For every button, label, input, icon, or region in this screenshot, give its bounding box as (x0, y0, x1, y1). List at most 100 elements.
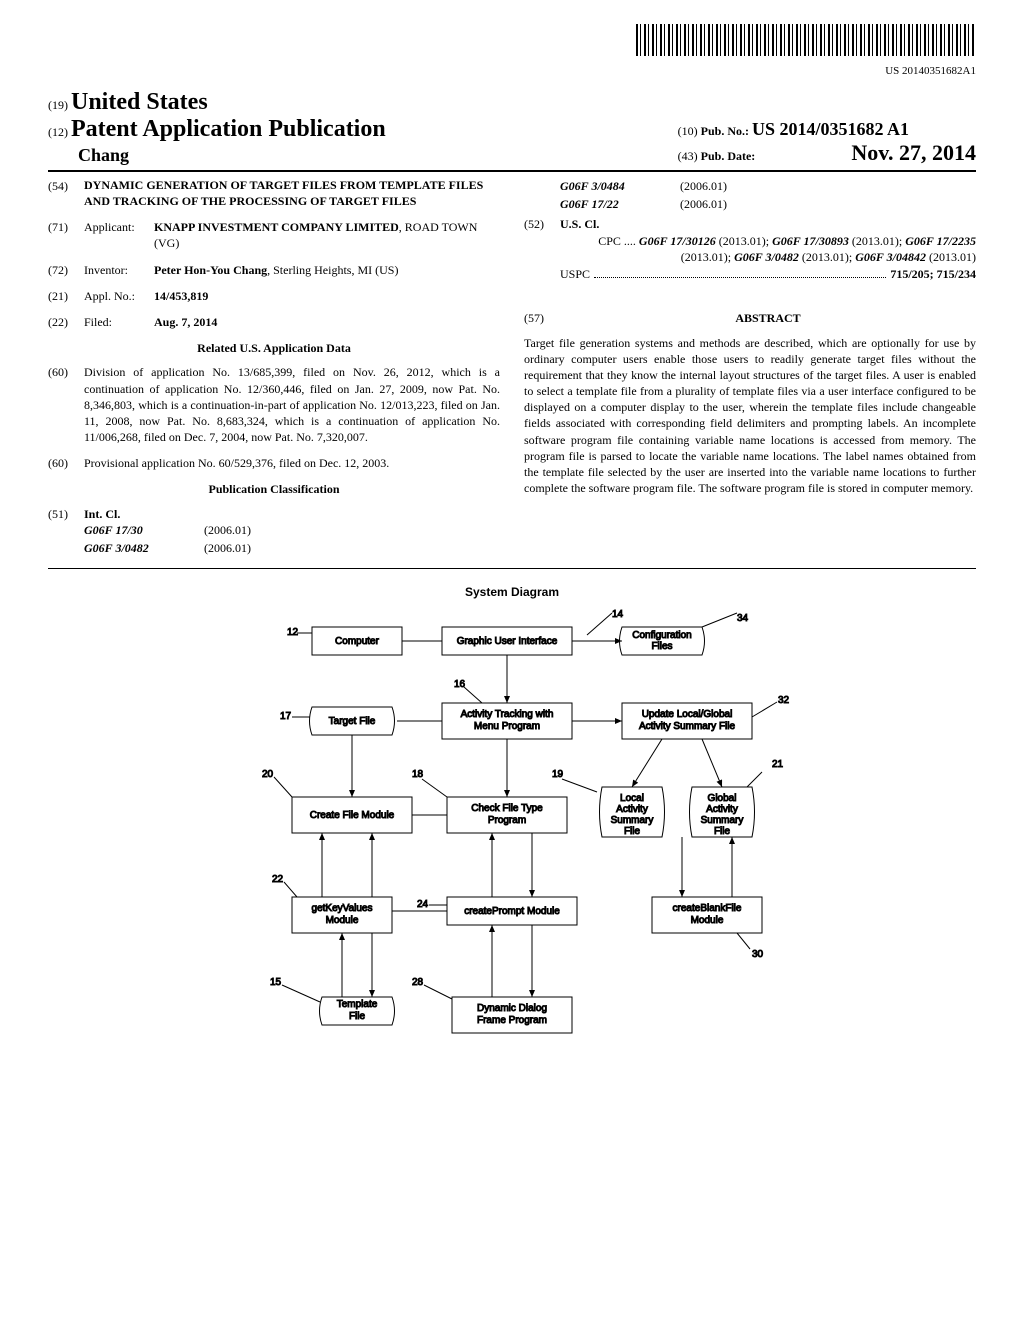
code-72: (72) (48, 262, 84, 278)
intcl-row-2: G06F 3/0484 (2006.01) (560, 178, 976, 194)
svg-text:Summary: Summary (701, 815, 744, 826)
uscl-label: U.S. Cl. (560, 217, 599, 231)
label-inventor: Inventor: (84, 262, 154, 278)
intcl-code-2: G06F 3/0484 (560, 178, 680, 194)
pub-no-value: US 2014/0351682 A1 (752, 119, 909, 139)
cpc-prefix: CPC .... (598, 234, 636, 248)
svg-text:14: 14 (612, 609, 624, 620)
uspc-row: USPC 715/205; 715/234 (560, 266, 976, 282)
svg-text:19: 19 (552, 769, 564, 780)
code-12: (12) (48, 125, 68, 139)
cpc-1y: (2013.01) (852, 234, 899, 248)
intcl-year-2: (2006.01) (680, 178, 727, 194)
entry-52: (52) U.S. Cl. CPC .... G06F 17/30126 (20… (524, 216, 976, 282)
header-left: (19) United States (12) Patent Applicati… (48, 89, 386, 166)
code-19: (19) (48, 98, 68, 112)
intcl-block: Int. Cl. G06F 17/30 (2006.01) G06F 3/048… (84, 506, 500, 559)
pub-no-line: (10) Pub. No.: US 2014/0351682 A1 (678, 119, 976, 140)
svg-text:Local: Local (620, 793, 644, 804)
svg-text:Target File: Target File (329, 716, 376, 727)
uspc-label: USPC (560, 266, 590, 282)
right-column: G06F 3/0484 (2006.01) G06F 17/22 (2006.0… (524, 178, 976, 560)
abstract-heading-text: ABSTRACT (735, 311, 800, 325)
svg-text:Update Local/Global: Update Local/Global (642, 709, 733, 720)
barcode (636, 24, 976, 56)
svg-text:Summary: Summary (611, 815, 654, 826)
code-54: (54) (48, 178, 84, 209)
header-row: (19) United States (12) Patent Applicati… (48, 89, 976, 172)
entry-51: (51) Int. Cl. G06F 17/30 (2006.01) G06F … (48, 506, 500, 559)
intcl-code-0: G06F 17/30 (84, 522, 204, 538)
code-57: (57) (524, 310, 560, 326)
filed-value: Aug. 7, 2014 (154, 314, 500, 330)
barcode-area (48, 24, 976, 61)
title-54: DYNAMIC GENERATION OF TARGET FILES FROM … (84, 178, 500, 209)
svg-text:30: 30 (752, 949, 764, 960)
abstract-heading: ABSTRACT (560, 310, 976, 326)
related-header: Related U.S. Application Data (48, 340, 500, 356)
system-diagram-svg: Computer Graphic User Interface Configur… (192, 607, 832, 1087)
svg-text:Program: Program (488, 815, 526, 826)
svg-text:34: 34 (737, 613, 749, 624)
svg-text:24: 24 (417, 899, 429, 910)
intcl-code-3: G06F 17/22 (560, 196, 680, 212)
svg-text:File: File (624, 826, 641, 837)
intcl-cont: G06F 3/0484 (2006.01) G06F 17/22 (2006.0… (524, 178, 976, 212)
svg-text:18: 18 (412, 769, 424, 780)
svg-text:Computer: Computer (335, 636, 380, 647)
svg-text:28: 28 (412, 977, 424, 988)
uspc-values: 715/205; 715/234 (890, 266, 976, 282)
applno-bold: 14/453,819 (154, 289, 208, 303)
cpc-1: G06F 17/30893 (772, 234, 849, 248)
inventor-name: Peter Hon-You Chang (154, 263, 267, 277)
doc-type: Patent Application Publication (71, 116, 386, 142)
pub-date-label: Pub. Date: (701, 149, 756, 163)
entry-71: (71) Applicant: KNAPP INVESTMENT COMPANY… (48, 219, 500, 251)
entry-54: (54) DYNAMIC GENERATION OF TARGET FILES … (48, 178, 500, 209)
svg-text:17: 17 (280, 711, 292, 722)
entry-72: (72) Inventor: Peter Hon-You Chang, Ster… (48, 262, 500, 278)
pub-date-line: (43) Pub. Date: Nov. 27, 2014 (678, 140, 976, 166)
entry-21: (21) Appl. No.: 14/453,819 (48, 288, 500, 304)
cpc-2: G06F 17/2235 (905, 234, 976, 248)
entry-22: (22) Filed: Aug. 7, 2014 (48, 314, 500, 330)
inventor-value: Peter Hon-You Chang, Sterling Heights, M… (154, 262, 500, 278)
intcl-row-1: G06F 3/0482 (2006.01) (84, 540, 500, 556)
code-51: (51) (48, 506, 84, 559)
svg-text:Template: Template (337, 999, 378, 1010)
pubcls-header: Publication Classification (48, 481, 500, 497)
author-name: Chang (48, 145, 386, 166)
cpc-4: G06F 3/04842 (855, 250, 926, 264)
applno-value: 14/453,819 (154, 288, 500, 304)
svg-text:12: 12 (287, 627, 299, 638)
svg-text:Dynamic Dialog: Dynamic Dialog (477, 1003, 547, 1014)
label-applicant: Applicant: (84, 219, 154, 251)
pub-date-value: Nov. 27, 2014 (851, 140, 976, 165)
code-71: (71) (48, 219, 84, 251)
svg-text:20: 20 (262, 769, 274, 780)
intcl-label: Int. Cl. (84, 507, 120, 521)
svg-text:Frame Program: Frame Program (477, 1015, 547, 1026)
intcl-year-1: (2006.01) (204, 540, 251, 556)
svg-text:createBlankFile: createBlankFile (673, 903, 742, 914)
svg-text:Graphic User Interface: Graphic User Interface (457, 636, 558, 647)
abstract-header-row: (57) ABSTRACT (524, 310, 976, 326)
applicant-name: KNAPP INVESTMENT COMPANY LIMITED (154, 220, 399, 234)
svg-text:21: 21 (772, 759, 784, 770)
country: United States (71, 89, 208, 115)
code-52: (52) (524, 216, 560, 282)
cpc-0: G06F 17/30126 (639, 234, 716, 248)
svg-text:Activity: Activity (616, 804, 648, 815)
entry-60b: (60) Provisional application No. 60/529,… (48, 455, 500, 471)
svg-text:File: File (714, 826, 731, 837)
svg-text:15: 15 (270, 977, 282, 988)
svg-text:Files: Files (651, 641, 672, 652)
svg-text:Menu Program: Menu Program (474, 721, 540, 732)
cpc-2y: (2013.01) (681, 250, 728, 264)
svg-text:File: File (349, 1011, 366, 1022)
diagram-title: System Diagram (48, 585, 976, 599)
svg-text:22: 22 (272, 874, 284, 885)
diagram-wrap: Computer Graphic User Interface Configur… (48, 607, 976, 1092)
svg-text:Check File Type: Check File Type (471, 803, 543, 814)
code-21: (21) (48, 288, 84, 304)
